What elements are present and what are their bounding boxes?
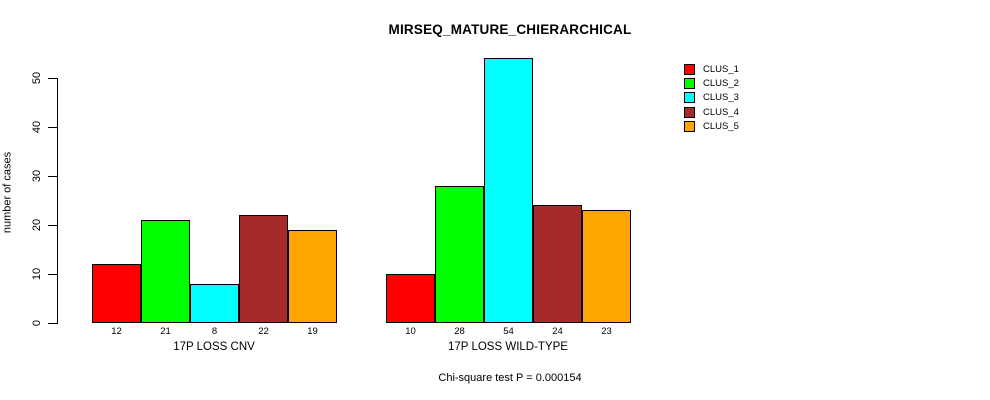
bar-clus_3-group1 [190, 284, 239, 323]
y-tick-mark [48, 127, 57, 128]
y-tick-mark [48, 225, 57, 226]
bar-clus_4-group2 [533, 205, 582, 323]
legend-label: CLUS_3 [703, 92, 739, 104]
caption: Chi-square test P = 0.000154 [438, 372, 582, 384]
legend-swatch [684, 120, 695, 132]
chart-title: MIRSEQ_MATURE_CHIERARCHICAL [388, 22, 632, 37]
bar-value-label: 24 [552, 326, 563, 337]
y-tick-mark [48, 274, 57, 275]
bar-value-label: 54 [503, 326, 514, 337]
y-tick-mark [48, 176, 57, 177]
y-axis-line [57, 78, 58, 324]
legend-swatch [684, 77, 695, 89]
y-tick-mark [48, 323, 57, 324]
y-tick-label: 30 [31, 169, 43, 183]
bar-clus_5-group1 [288, 230, 337, 323]
bar-clus_3-group2 [484, 58, 533, 323]
bar-value-label: 10 [405, 326, 416, 337]
legend-swatch [684, 92, 695, 104]
legend-item-clus_4: CLUS_4 [684, 105, 739, 119]
bar-value-label: 8 [211, 326, 218, 337]
legend-item-clus_2: CLUS_2 [684, 76, 739, 90]
bar-value-label: 21 [160, 326, 171, 337]
legend-swatch [684, 63, 695, 75]
bar-value-label: 22 [258, 326, 269, 337]
legend-item-clus_3: CLUS_3 [684, 91, 739, 105]
legend-label: CLUS_2 [703, 77, 739, 89]
legend-label: CLUS_5 [703, 120, 739, 132]
bar-value-label: 28 [454, 326, 465, 337]
y-tick-label: 50 [31, 71, 43, 85]
bar-clus_5-group2 [582, 210, 631, 323]
y-tick-mark [48, 78, 57, 79]
legend-item-clus_1: CLUS_1 [684, 62, 739, 76]
bar-clus_2-group1 [141, 220, 190, 323]
bar-value-label: 19 [307, 326, 318, 337]
y-tick-label: 40 [31, 120, 43, 134]
y-tick-label: 10 [31, 267, 43, 281]
bar-clus_2-group2 [435, 186, 484, 323]
bar-clus_1-group1 [92, 264, 141, 323]
legend-label: CLUS_4 [703, 106, 739, 118]
legend-label: CLUS_1 [703, 63, 739, 75]
y-tick-label: 20 [31, 218, 43, 232]
bar-clus_1-group2 [386, 274, 435, 323]
bar-value-label: 12 [111, 326, 122, 337]
legend-swatch [684, 106, 695, 118]
legend-item-clus_5: CLUS_5 [684, 119, 739, 133]
bar-clus_4-group1 [239, 215, 288, 323]
bar-value-label: 23 [601, 326, 612, 337]
group-label: 17P LOSS CNV [173, 341, 255, 353]
legend: CLUS_1 CLUS_2 CLUS_3 CLUS_4 CLUS_5 [684, 62, 739, 133]
y-tick-label: 0 [31, 319, 43, 327]
group-label: 17P LOSS WILD-TYPE [448, 341, 568, 353]
y-axis-label: number of cases [1, 151, 14, 234]
